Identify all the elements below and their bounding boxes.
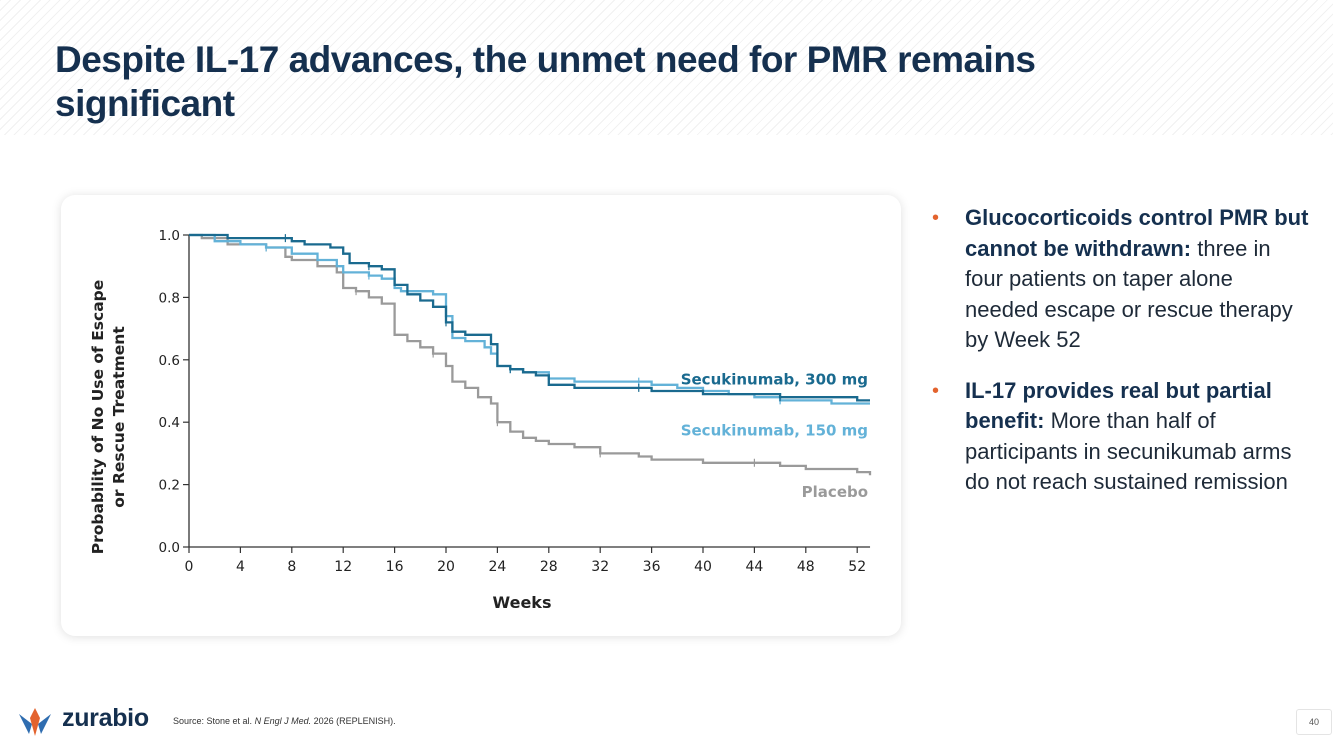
y-tick-label: 0.8	[159, 290, 180, 306]
source-citation: Source: Stone et al. N Engl J Med. 2026 …	[173, 716, 396, 726]
x-tick-label: 4	[236, 559, 245, 575]
series-label-2: Secukinumab, 300 mg	[681, 370, 868, 388]
x-axis-label: Weeks	[493, 593, 552, 612]
bullet-marker: •	[932, 379, 940, 402]
x-tick-label: 48	[797, 559, 815, 575]
x-tick-label: 16	[386, 559, 404, 575]
x-tick-label: 36	[643, 559, 661, 575]
page-number: 40	[1296, 709, 1332, 735]
x-tick-label: 32	[591, 559, 609, 575]
x-tick-label: 44	[745, 559, 763, 575]
bullet-heading: IL-17 provides real but partial benefit:	[965, 377, 1272, 434]
series-line-0	[189, 233, 872, 476]
x-tick-label: 28	[540, 559, 558, 575]
bullet-body: three in four patients on taper alone ne…	[965, 235, 1293, 353]
y-tick-label: 0.4	[159, 415, 180, 431]
bullet-heading: Glucocorticoids control PMR but cannot b…	[965, 205, 1309, 261]
series-label-1: Secukinumab, 150 mg	[681, 421, 868, 439]
bullet-body: More than half of participants in secuni…	[965, 408, 1292, 494]
y-tick-label: 0.2	[159, 478, 180, 494]
logo-wordmark: zurabio	[62, 704, 149, 732]
header-band	[0, 0, 1333, 135]
bullet-item-glucocorticoids: • Glucocorticoids control PMR but cannot…	[932, 203, 1312, 356]
x-tick-label: 0	[185, 559, 194, 575]
y-axis-label-line2: or Rescue Treatment	[110, 326, 128, 508]
zurabio-logo-icon	[19, 708, 51, 736]
y-tick-label: 0.6	[159, 353, 180, 369]
source-prefix: Source: Stone et al.	[173, 716, 255, 726]
y-tick-label: 0.0	[159, 540, 180, 556]
source-journal: N Engl J Med.	[254, 716, 312, 726]
page-title: Despite IL-17 advances, the unmet need f…	[55, 39, 1036, 124]
bullet-marker: •	[932, 207, 940, 229]
x-tick-label: 24	[488, 559, 506, 575]
bullet-list: • Glucocorticoids control PMR but cannot…	[932, 203, 1312, 518]
x-tick-label: 20	[437, 559, 455, 575]
y-tick-label: 1.0	[159, 228, 180, 244]
series-label-0: Placebo	[802, 483, 868, 501]
y-axis-label-line1: Probability of No Use of Escape	[89, 280, 107, 555]
x-tick-label: 8	[287, 559, 296, 575]
series-line-2	[189, 233, 870, 402]
chart-card: Probability of No Use of Escape or Rescu…	[61, 195, 901, 636]
source-suffix: 2026 (REPLENISH).	[311, 716, 396, 726]
bullet-item-il17: • IL-17 provides real but partial benefi…	[932, 376, 1312, 498]
x-tick-label: 52	[848, 559, 866, 575]
x-tick-label: 12	[334, 559, 352, 575]
kaplan-meier-chart: Probability of No Use of Escape or Rescu…	[89, 228, 872, 612]
x-tick-label: 40	[694, 559, 712, 575]
